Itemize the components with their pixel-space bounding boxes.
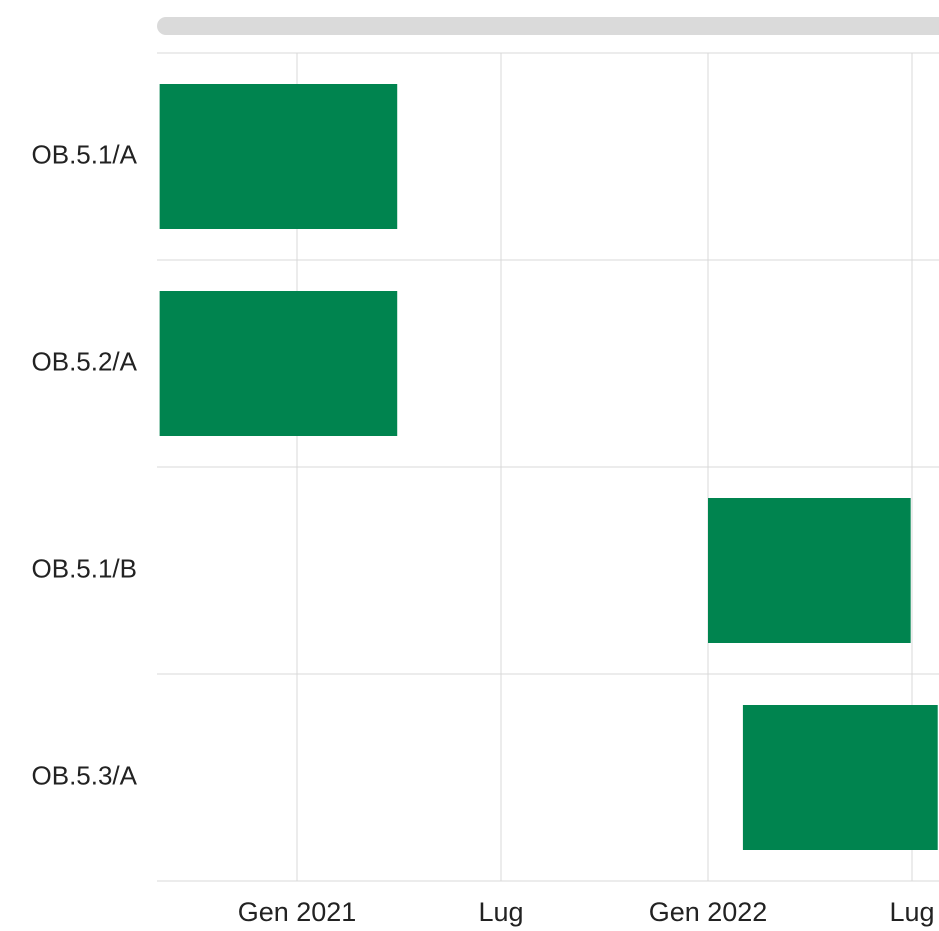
task-label: OB.5.3/A xyxy=(32,760,138,790)
task-label: OB.5.2/A xyxy=(32,346,138,376)
x-tick-label: Lug xyxy=(478,897,523,927)
task-bar[interactable] xyxy=(708,498,911,643)
task-label: OB.5.1/A xyxy=(32,139,138,169)
task-bar[interactable] xyxy=(743,705,938,850)
x-tick-label: Lug xyxy=(889,897,934,927)
x-tick-label: Gen 2022 xyxy=(649,897,768,927)
task-labels: OB.5.1/A OB.5.2/A OB.5.1/B OB.5.3/A xyxy=(32,139,138,790)
x-tick-label: Gen 2021 xyxy=(238,897,357,927)
horizontal-scrollbar[interactable] xyxy=(157,17,939,35)
task-bar[interactable] xyxy=(160,291,398,436)
x-axis-tick-labels: Gen 2021 Lug Gen 2022 Lug xyxy=(238,897,935,927)
task-label: OB.5.1/B xyxy=(32,553,138,583)
task-bar[interactable] xyxy=(160,84,398,229)
